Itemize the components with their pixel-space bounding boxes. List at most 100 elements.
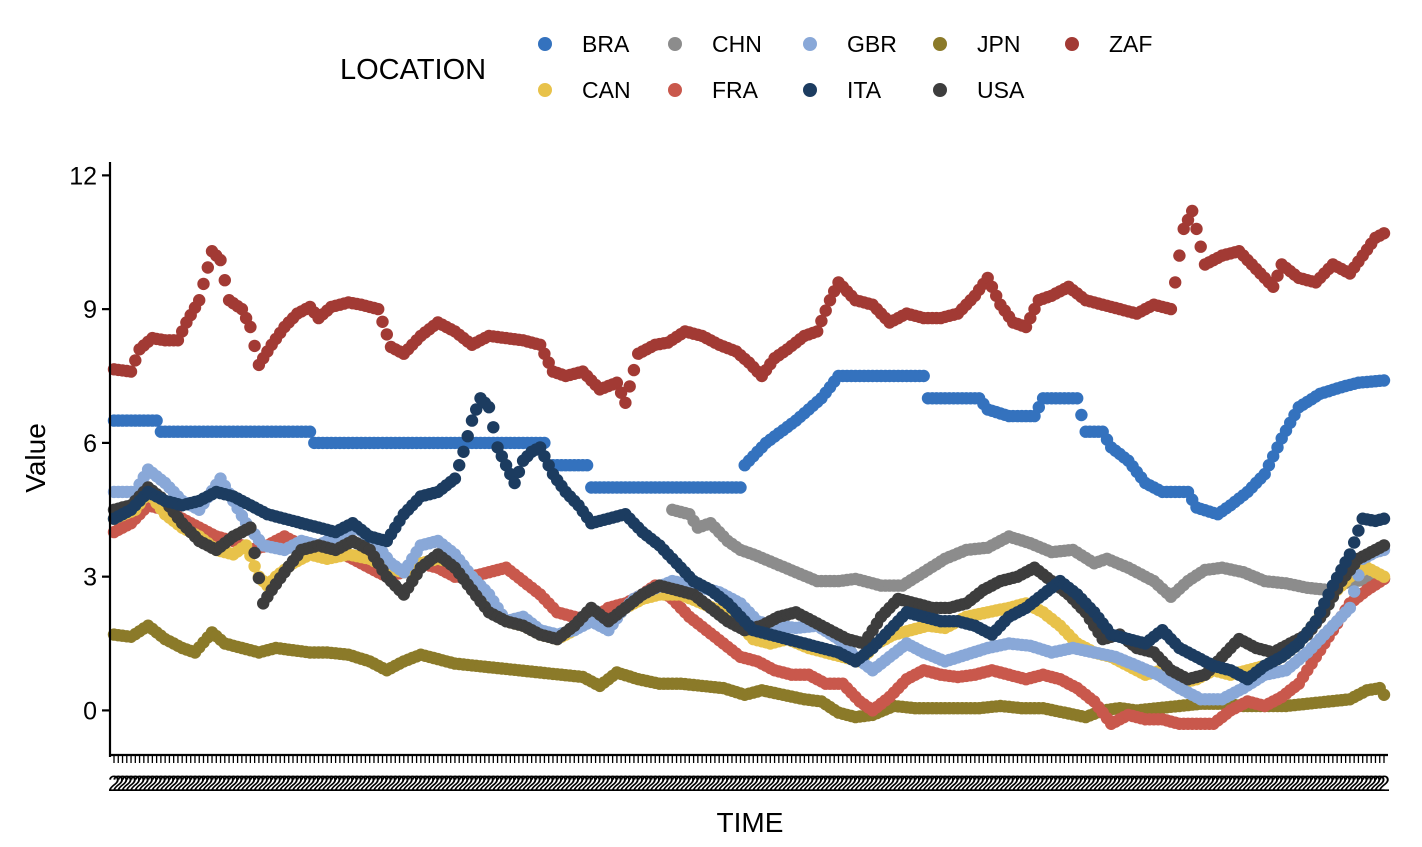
x-tick-label: 2 — [777, 771, 789, 796]
data-point — [201, 261, 214, 274]
x-axis-title: TIME — [717, 807, 784, 838]
data-point — [470, 403, 483, 416]
x-tick-label: 2 — [1195, 771, 1207, 796]
x-tick-label: 2 — [939, 771, 951, 796]
x-tick-label: 2 — [1161, 771, 1173, 796]
x-tick-label: 2 — [1203, 771, 1215, 796]
x-tick-label: 2 — [1050, 771, 1062, 796]
x-tick-label: 2 — [1186, 771, 1198, 796]
x-tick-label: 2 — [1293, 771, 1305, 796]
x-tick-label: 2 — [419, 771, 431, 796]
legend-item-can: CAN — [538, 77, 631, 103]
data-point — [623, 380, 636, 393]
x-tick-label: 2 — [1011, 771, 1023, 796]
x-tick-label: 2 — [641, 771, 653, 796]
data-point — [614, 386, 628, 399]
x-tick-label: 2 — [1156, 771, 1168, 796]
x-tick-label: 2 — [530, 771, 542, 796]
x-tick-label: 2 — [321, 771, 333, 796]
data-point — [1267, 280, 1280, 293]
data-point — [610, 376, 624, 389]
x-tick-label: 2 — [1114, 771, 1126, 796]
series-jpn — [107, 619, 1391, 724]
x-tick-label: 2 — [466, 771, 478, 796]
x-tick-labels: 2222222222222222222222222222222222222222… — [108, 771, 1390, 796]
x-tick-label: 2 — [990, 771, 1002, 796]
x-tick-label: 2 — [1084, 771, 1096, 796]
series-usa — [107, 481, 1391, 686]
x-tick-label: 2 — [214, 771, 226, 796]
x-tick-label: 2 — [142, 771, 154, 796]
axes: 0369122222222222222222222222222222222222… — [69, 162, 1390, 796]
data-point — [1194, 240, 1207, 253]
x-tick-label: 2 — [1058, 771, 1070, 796]
data-point — [1377, 570, 1391, 583]
x-tick-label: 2 — [1331, 771, 1343, 796]
x-tick-label: 2 — [1165, 771, 1177, 796]
x-tick-label: 2 — [1173, 771, 1185, 796]
y-tick-label: 12 — [69, 162, 97, 190]
x-tick-label: 2 — [1075, 771, 1087, 796]
x-tick-label: 2 — [888, 771, 900, 796]
x-tick-label: 2 — [231, 771, 243, 796]
x-tick-label: 2 — [670, 771, 682, 796]
legend-item-fra: FRA — [668, 77, 759, 103]
data-point — [1071, 392, 1084, 405]
x-tick-label: 2 — [176, 771, 188, 796]
legend-label: CAN — [582, 77, 631, 103]
x-tick-label: 2 — [189, 771, 201, 796]
x-tick-label: 2 — [372, 771, 384, 796]
x-tick-label: 2 — [930, 771, 942, 796]
x-tick-label: 2 — [240, 771, 252, 796]
x-tick-label: 2 — [1246, 771, 1258, 796]
x-tick-label: 2 — [675, 771, 687, 796]
x-tick-label: 2 — [1033, 771, 1045, 796]
x-tick-label: 2 — [1109, 771, 1121, 796]
data-point — [252, 571, 266, 585]
x-tick-label: 2 — [636, 771, 648, 796]
x-tick-label: 2 — [756, 771, 768, 796]
x-tick-label: 2 — [197, 771, 209, 796]
x-tick-label: 2 — [1254, 771, 1266, 796]
x-tick-label: 2 — [1288, 771, 1300, 796]
legend: LOCATION BRA CHN GBR JPN ZAF CAN FRA ITA USA — [340, 31, 1152, 103]
x-tick-label: 2 — [368, 771, 380, 796]
x-tick-label: 2 — [619, 771, 631, 796]
x-tick-label: 2 — [849, 771, 861, 796]
x-tick-label: 2 — [1028, 771, 1040, 796]
x-tick-label: 2 — [589, 771, 601, 796]
x-tick-label: 2 — [338, 771, 350, 796]
x-tick-label: 2 — [474, 771, 486, 796]
x-tick-label: 2 — [828, 771, 840, 796]
x-tick-label: 2 — [249, 771, 261, 796]
x-tick-label: 2 — [632, 771, 644, 796]
data-point — [303, 425, 317, 438]
x-tick-label: 2 — [696, 771, 708, 796]
x-tick-label: 2 — [700, 771, 712, 796]
x-tick-label: 2 — [1143, 771, 1155, 796]
x-tick-label: 2 — [351, 771, 363, 796]
x-tick-label: 2 — [1220, 771, 1232, 796]
x-tick-label: 2 — [1178, 771, 1190, 796]
series-bra — [107, 369, 1391, 521]
x-tick-label: 2 — [551, 771, 563, 796]
x-tick-label: 2 — [428, 771, 440, 796]
x-tick-label: 2 — [517, 771, 529, 796]
x-tick-label: 2 — [1152, 771, 1164, 796]
x-tick-label: 2 — [726, 771, 738, 796]
x-tick-label: 2 — [866, 771, 878, 796]
data-point — [218, 274, 231, 287]
x-tick-label: 2 — [172, 771, 184, 796]
x-tick-label: 2 — [687, 771, 699, 796]
x-tick-label: 2 — [615, 771, 627, 796]
x-tick-label: 2 — [918, 771, 930, 796]
x-tick-label: 2 — [832, 771, 844, 796]
x-tick-label: 2 — [760, 771, 772, 796]
x-tick-label: 2 — [185, 771, 197, 796]
data-point — [1164, 302, 1178, 316]
x-tick-label: 2 — [1314, 771, 1326, 796]
x-tick-label: 2 — [564, 771, 576, 796]
legend-swatch — [933, 37, 947, 51]
data-point — [214, 253, 227, 267]
x-tick-label: 2 — [986, 771, 998, 796]
